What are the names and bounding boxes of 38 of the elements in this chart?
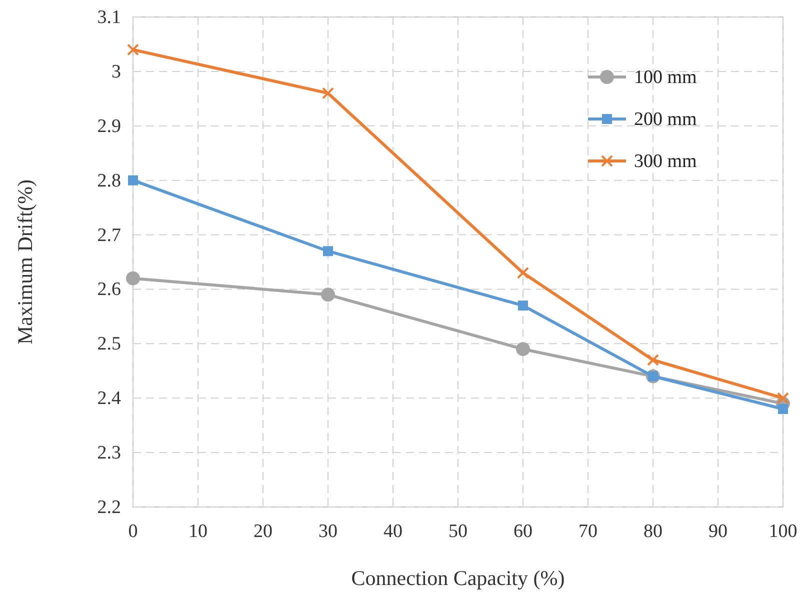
point: [777, 392, 789, 404]
x-tick-label: 80: [644, 521, 662, 542]
point: [128, 175, 138, 186]
legend-label: 100 mm: [634, 67, 698, 88]
x-tick-label: 100: [768, 521, 798, 542]
y-tick-label: 3: [112, 61, 121, 82]
y-tick-label: 2.2: [97, 497, 121, 518]
y-axis-title: Maximum Drift(%): [13, 179, 37, 345]
x-tick-label: 0: [128, 521, 138, 542]
y-tick-label: 2.4: [97, 388, 122, 410]
point: [321, 288, 335, 302]
legend-label: 200 mm: [634, 109, 698, 130]
y-tick-label: 2.9: [97, 116, 121, 137]
y-tick-label: 2.5: [97, 334, 121, 355]
x-tick-label: 20: [254, 521, 272, 542]
x-tick-label: 90: [708, 521, 728, 542]
point: [322, 87, 334, 100]
x-tick-label: 40: [384, 521, 402, 542]
point: [126, 271, 140, 286]
legend-label: 300 mm: [634, 151, 698, 172]
x-tick-label: 10: [188, 521, 208, 542]
point: [323, 246, 333, 256]
point: [516, 342, 530, 356]
point: [127, 44, 139, 56]
y-tick-label: 2.7: [97, 224, 121, 246]
y-tick-label: 3.1: [97, 7, 121, 28]
x-tick-label: 30: [318, 521, 338, 542]
point: [647, 354, 659, 366]
y-tick-label: 2.8: [97, 170, 121, 192]
point: [778, 404, 788, 414]
point: [518, 300, 528, 311]
x-tick-label: 70: [578, 521, 598, 542]
x-tick-label: 50: [448, 521, 468, 542]
point: [517, 266, 529, 279]
y-tick-label: 2.3: [97, 442, 121, 464]
x-tick-label: 60: [514, 521, 532, 542]
y-tick-label: 2.6: [97, 279, 121, 300]
x-axis-title: Connection Capacity (%): [351, 566, 565, 590]
